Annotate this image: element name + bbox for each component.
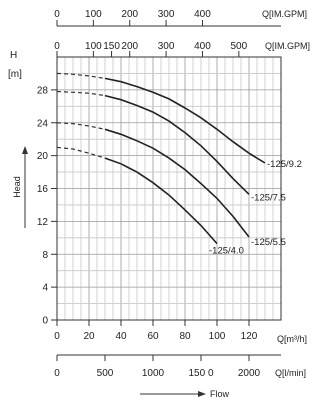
- curve-solid: [104, 157, 218, 245]
- l-min-tick-label: 0: [54, 368, 60, 379]
- m3h-tick-label: 60: [147, 331, 159, 342]
- y-tick-label: 20: [37, 151, 49, 162]
- l-min-tick-label: 500: [97, 368, 114, 379]
- l-min-tick-label: 150 0: [188, 368, 213, 379]
- y-title-arrow-head: [22, 146, 28, 154]
- m3h-tick-label: 40: [115, 331, 127, 342]
- l-min-unit: Q[l/min]: [275, 368, 306, 378]
- l-min-tick-label: 2000: [238, 368, 261, 379]
- im_gpm_top-tick-label: 400: [194, 9, 211, 20]
- curve-dashed: [56, 122, 106, 130]
- y-axis-title: Head: [12, 176, 22, 198]
- l-min-tick-label: 1000: [142, 368, 165, 379]
- curve-solid: [104, 128, 250, 238]
- im_gpm_top-unit: Q[IM.GPM]: [262, 9, 307, 19]
- im_gpm_inner-tick-label: 0: [54, 41, 60, 52]
- m3h-tick-label: 20: [83, 331, 95, 342]
- im_gpm_top-tick-label: 100: [85, 9, 102, 20]
- curve-label: -125/9.2: [267, 159, 302, 170]
- curve-dashed: [56, 72, 106, 79]
- m3h-tick-label: 80: [179, 331, 191, 342]
- im_gpm_inner-tick-label: 500: [230, 41, 247, 52]
- grid: [56, 56, 282, 321]
- curve-label: -125/4.0: [209, 246, 244, 257]
- im_gpm_top-tick-label: 200: [121, 9, 138, 20]
- curve-solid: [104, 94, 250, 195]
- im_gpm_top-tick-label: 300: [158, 9, 175, 20]
- im_gpm_inner-tick-label: 150: [103, 41, 120, 52]
- m3h-tick-label: 0: [54, 331, 60, 342]
- im_gpm_inner-tick-label: 200: [121, 41, 138, 52]
- im_gpm_inner-tick-label: 100: [85, 41, 102, 52]
- im_gpm_top-tick-label: 0: [54, 9, 60, 20]
- m3h-tick-label: 120: [241, 331, 258, 342]
- y-tick-label: 28: [37, 85, 49, 96]
- curve-dashed: [56, 146, 106, 159]
- curve-label: -125/5.5: [251, 237, 286, 248]
- y-symbol: H: [10, 50, 17, 61]
- m3h-unit: Q[m³/h]: [277, 334, 307, 344]
- y-tick-label: 16: [37, 184, 49, 195]
- y-tick-label: 12: [37, 217, 49, 228]
- y-tick-label: 0: [42, 316, 48, 327]
- curve-label: -125/7.5: [251, 192, 286, 203]
- axes: [22, 20, 282, 397]
- curve-solid: [104, 77, 266, 164]
- im_gpm_inner-tick-label: 300: [158, 41, 175, 52]
- curve-dashed: [56, 90, 106, 97]
- y-tick-label: 24: [37, 118, 49, 129]
- x-title-arrow-head: [198, 391, 206, 397]
- m3h-tick-label: 100: [209, 331, 226, 342]
- curves: [56, 72, 266, 245]
- x-axis-title: Flow: [210, 389, 230, 399]
- y-tick-label: 8: [42, 250, 48, 261]
- im_gpm_inner-unit: Q[IM.GPM]: [265, 41, 310, 51]
- y-tick-label: 4: [42, 283, 48, 294]
- y-unit: [m]: [8, 69, 22, 80]
- im_gpm_inner-tick-label: 400: [194, 41, 211, 52]
